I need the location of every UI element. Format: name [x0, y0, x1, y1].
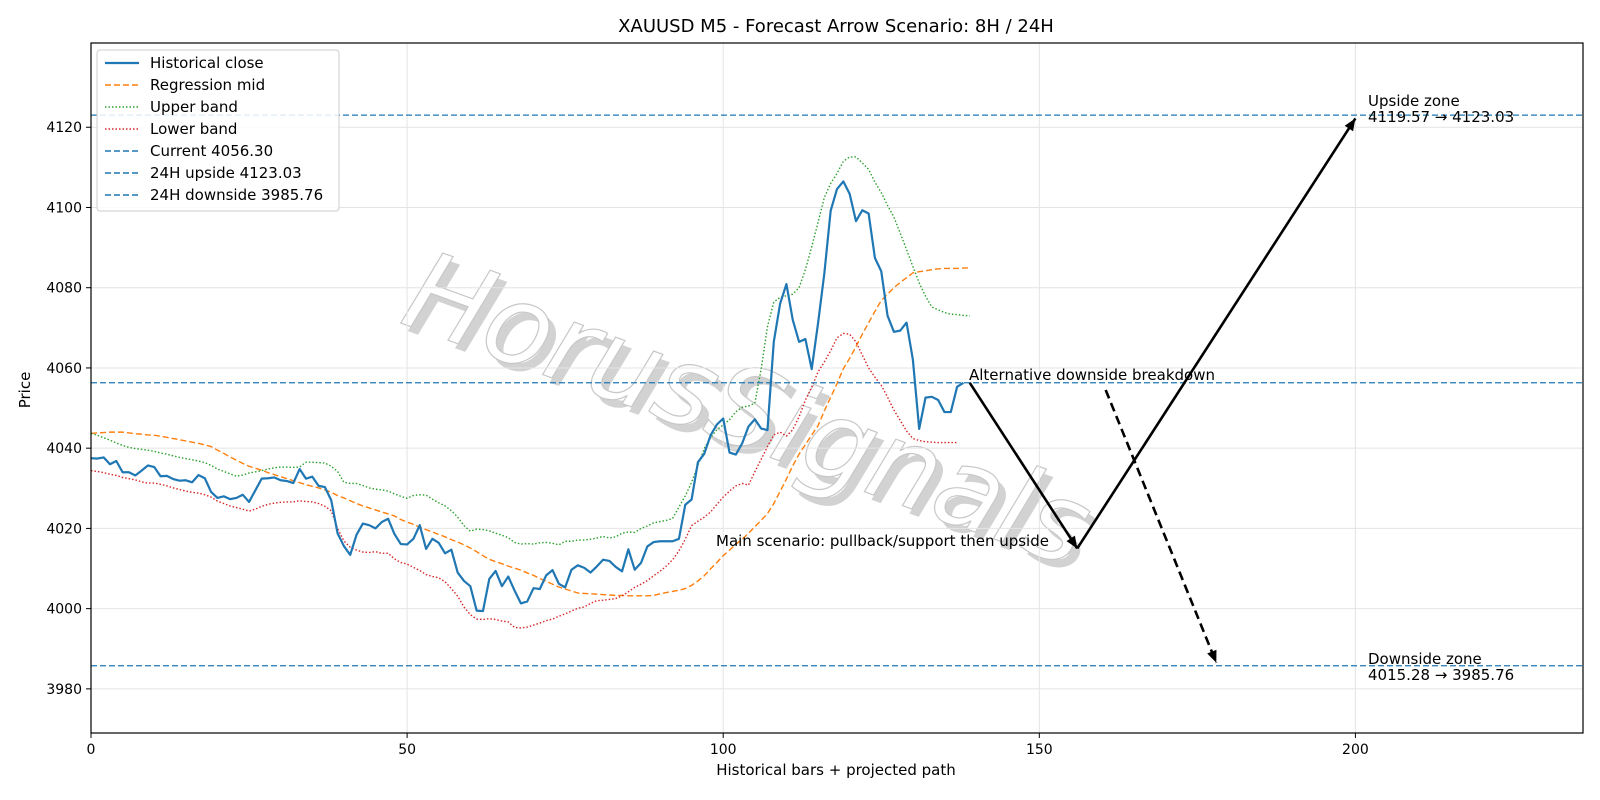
x-axis-ticks: 0 50 100 150 200 — [87, 733, 1369, 758]
y-axis-ticks: 3980 4000 4020 4040 4060 4080 4100 4120 — [46, 120, 91, 698]
plot-frame — [90, 42, 1584, 734]
y-tick-label: 4080 — [46, 281, 82, 297]
series-layer — [90, 156, 970, 629]
y-tick-label: 4020 — [46, 521, 82, 537]
x-tick-label: 0 — [87, 742, 96, 758]
y-tick-label: 4000 — [46, 602, 82, 618]
x-tick-label: 200 — [1342, 742, 1369, 758]
series-line-lower — [90, 332, 958, 629]
y-tick-label: 4100 — [46, 200, 82, 216]
legend-label: 24H upside 4123.03 — [150, 164, 302, 182]
legend-label: Current 4056.30 — [150, 142, 273, 160]
legend-box — [96, 49, 340, 212]
y-tick-label: 4040 — [46, 441, 82, 457]
y-tick-label: 4060 — [46, 361, 82, 377]
arrow-shaft-1 — [1076, 117, 1357, 550]
x-tick-label: 150 — [1026, 742, 1053, 758]
arrow-shaft-2 — [1104, 389, 1218, 664]
y-tick-label: 3980 — [46, 682, 82, 698]
axes-layer: 0 50 100 150 200 3980 4000 4020 4040 4060 4080 410… — [46, 42, 1584, 758]
x-axis-label: Historical bars + projected path — [716, 761, 956, 779]
legend-label: Historical close — [150, 54, 264, 72]
x-tick-label: 50 — [398, 742, 416, 758]
grid-layer — [90, 43, 1583, 733]
forecast-arrows — [968, 117, 1357, 664]
y-tick-label: 4120 — [46, 120, 82, 136]
legend-label: 24H downside 3985.76 — [150, 186, 323, 204]
annotation-alternative: Alternative downside breakdown — [969, 366, 1215, 384]
legend: Historical close Regression mid Upper band… — [96, 49, 340, 212]
series-line-historical — [90, 180, 965, 613]
legend-items: Historical close Regression mid Upper band… — [105, 54, 323, 204]
annotation-main: Main scenario: pullback/support then ups… — [716, 532, 1049, 550]
annotation-upside-title: Upside zone — [1368, 92, 1460, 110]
chart-title: XAUUSD M5 - Forecast Arrow Scenario: 8H … — [618, 16, 1054, 37]
annotation-upside-range: 4119.57 → 4123.03 — [1368, 108, 1514, 126]
arrow-head-1 — [1344, 118, 1356, 132]
arrow-head-2 — [1207, 649, 1217, 663]
y-axis-label: Price — [16, 372, 34, 409]
legend-label: Regression mid — [150, 76, 265, 94]
arrow-shaft-0 — [968, 382, 1079, 550]
legend-label: Upper band — [150, 98, 238, 116]
reference-lines — [91, 114, 1583, 667]
x-tick-label: 100 — [710, 742, 737, 758]
annotation-downside-title: Downside zone — [1368, 650, 1482, 668]
arrow-head-0 — [1066, 535, 1078, 549]
annotation-downside-range: 4015.28 → 3985.76 — [1368, 666, 1514, 684]
legend-label: Lower band — [150, 120, 237, 138]
